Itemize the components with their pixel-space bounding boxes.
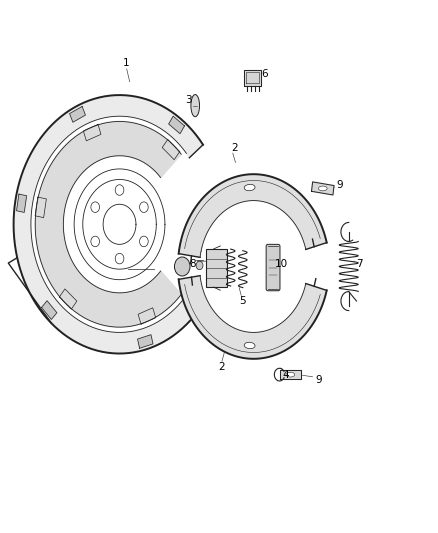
Polygon shape [70, 107, 85, 122]
FancyBboxPatch shape [266, 244, 280, 291]
Text: 8: 8 [190, 259, 196, 269]
Circle shape [196, 261, 203, 270]
Ellipse shape [244, 342, 255, 349]
Circle shape [140, 236, 148, 247]
Text: 9: 9 [337, 180, 343, 190]
Text: 2: 2 [231, 143, 237, 153]
Polygon shape [138, 335, 153, 348]
Polygon shape [17, 194, 27, 212]
Circle shape [140, 202, 148, 213]
Circle shape [91, 236, 99, 247]
Polygon shape [179, 174, 327, 257]
Text: 5: 5 [240, 296, 246, 306]
Text: 9: 9 [315, 375, 322, 385]
Polygon shape [244, 70, 261, 86]
Polygon shape [207, 256, 219, 276]
Polygon shape [279, 370, 301, 379]
Polygon shape [42, 301, 57, 319]
Polygon shape [311, 182, 334, 195]
Polygon shape [179, 276, 327, 359]
Ellipse shape [318, 186, 327, 191]
FancyBboxPatch shape [206, 249, 227, 287]
Text: 10: 10 [275, 259, 288, 269]
Text: 3: 3 [185, 95, 192, 106]
Ellipse shape [191, 94, 200, 117]
Text: 7: 7 [356, 259, 363, 269]
Polygon shape [35, 122, 181, 327]
Ellipse shape [244, 184, 255, 191]
Text: 1: 1 [123, 59, 129, 68]
Circle shape [115, 253, 124, 264]
Circle shape [174, 257, 190, 276]
Text: 2: 2 [218, 362, 224, 372]
Text: 6: 6 [261, 69, 268, 79]
Text: 4: 4 [283, 369, 290, 379]
Polygon shape [169, 116, 184, 134]
Ellipse shape [286, 372, 295, 377]
Circle shape [115, 185, 124, 195]
Polygon shape [14, 95, 203, 353]
Circle shape [91, 202, 99, 213]
